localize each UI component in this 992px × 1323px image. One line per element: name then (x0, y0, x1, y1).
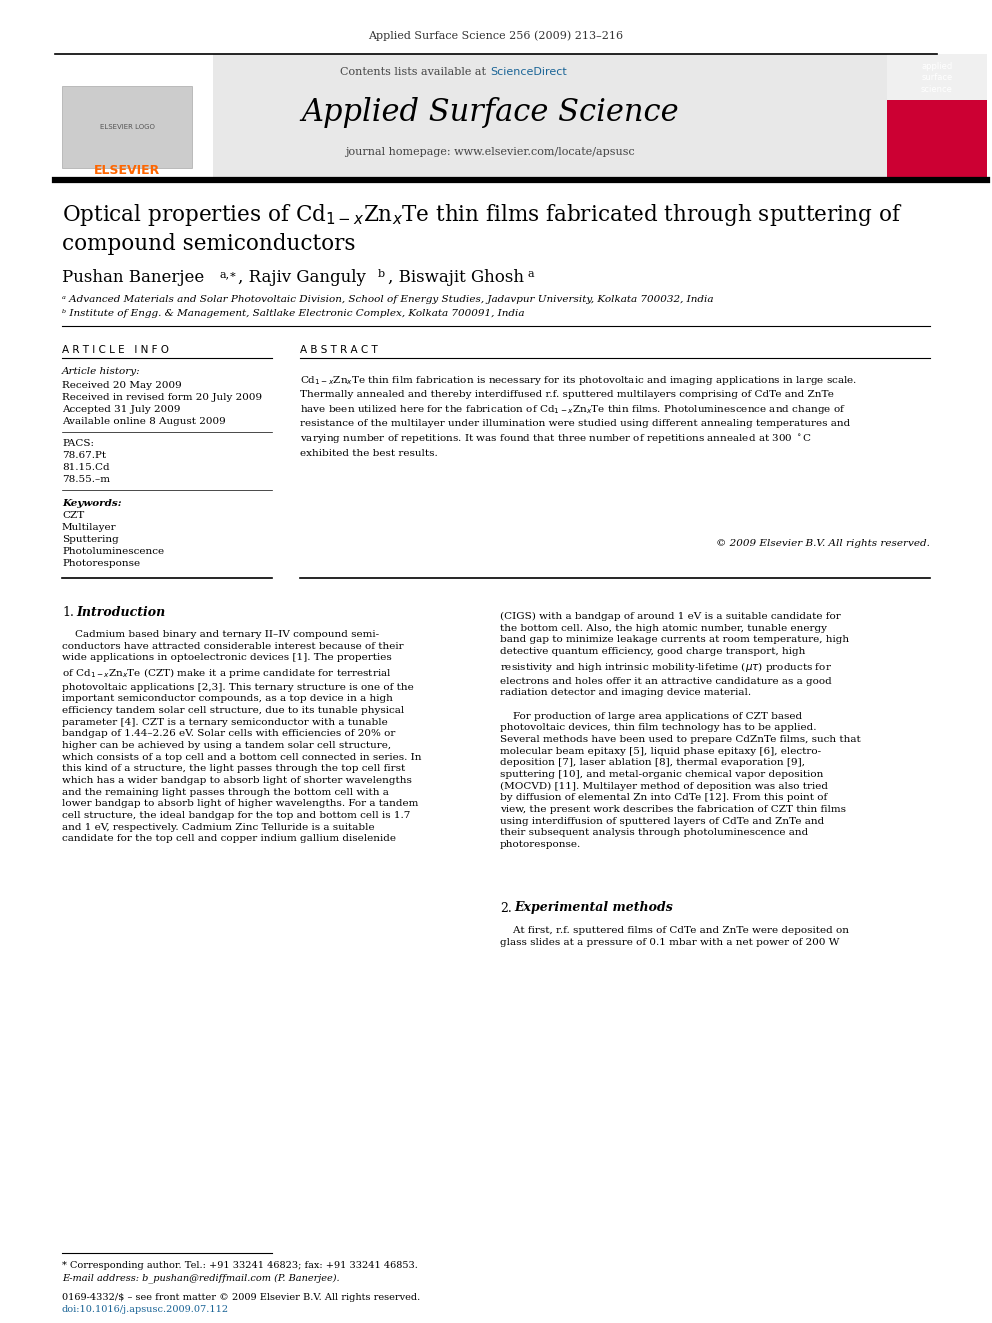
Text: ScienceDirect: ScienceDirect (490, 67, 566, 77)
Text: applied
surface
science: applied surface science (921, 62, 953, 94)
Text: (CIGS) with a bandgap of around 1 eV is a suitable candidate for
the bottom cell: (CIGS) with a bandgap of around 1 eV is … (500, 613, 861, 849)
Text: A B S T R A C T: A B S T R A C T (300, 345, 378, 355)
Text: ᵇ Institute of Engg. & Management, Saltlake Electronic Complex, Kolkata 700091, : ᵇ Institute of Engg. & Management, Saltl… (62, 310, 525, 319)
Text: Received 20 May 2009: Received 20 May 2009 (62, 381, 182, 390)
Text: , Rajiv Ganguly: , Rajiv Ganguly (238, 270, 366, 287)
Bar (887, 54, 987, 101)
Text: , Biswajit Ghosh: , Biswajit Ghosh (388, 270, 524, 287)
Text: 78.67.Pt: 78.67.Pt (62, 451, 106, 460)
Bar (887, 54, 987, 179)
Text: CZT: CZT (62, 512, 84, 520)
Bar (55, 54, 887, 179)
Text: 0169-4332/$ – see front matter © 2009 Elsevier B.V. All rights reserved.: 0169-4332/$ – see front matter © 2009 El… (62, 1294, 421, 1303)
Text: A R T I C L E   I N F O: A R T I C L E I N F O (62, 345, 169, 355)
Text: Photoresponse: Photoresponse (62, 560, 140, 569)
Text: Article history:: Article history: (62, 368, 141, 377)
Bar (55, 54, 213, 179)
Text: 1.: 1. (62, 606, 73, 618)
Text: At first, r.f. sputtered films of CdTe and ZnTe were deposited on
glass slides a: At first, r.f. sputtered films of CdTe a… (500, 926, 849, 947)
Text: © 2009 Elsevier B.V. All rights reserved.: © 2009 Elsevier B.V. All rights reserved… (716, 540, 930, 549)
Text: a: a (527, 269, 534, 279)
Text: journal homepage: www.elsevier.com/locate/apsusc: journal homepage: www.elsevier.com/locat… (345, 147, 635, 157)
Text: Keywords:: Keywords: (62, 499, 122, 508)
Text: ELSEVIER: ELSEVIER (94, 164, 160, 176)
Text: ELSEVIER LOGO: ELSEVIER LOGO (99, 124, 155, 130)
Text: PACS:: PACS: (62, 439, 94, 448)
Text: Received in revised form 20 July 2009: Received in revised form 20 July 2009 (62, 393, 262, 402)
Text: Applied Surface Science: Applied Surface Science (302, 97, 679, 127)
Bar (62, 86, 192, 168)
Text: Accepted 31 July 2009: Accepted 31 July 2009 (62, 406, 181, 414)
Text: Applied Surface Science 256 (2009) 213–216: Applied Surface Science 256 (2009) 213–2… (368, 30, 624, 41)
Text: E-mail address: b_pushan@rediffmail.com (P. Banerjee).: E-mail address: b_pushan@rediffmail.com … (62, 1273, 339, 1283)
Text: Sputtering: Sputtering (62, 536, 119, 545)
Text: Contents lists available at: Contents lists available at (340, 67, 490, 77)
Text: doi:10.1016/j.apsusc.2009.07.112: doi:10.1016/j.apsusc.2009.07.112 (62, 1306, 229, 1315)
Text: b: b (378, 269, 385, 279)
Text: Introduction: Introduction (76, 606, 166, 618)
Text: Available online 8 August 2009: Available online 8 August 2009 (62, 418, 226, 426)
Text: ᵃ Advanced Materials and Solar Photovoltaic Division, School of Energy Studies, : ᵃ Advanced Materials and Solar Photovolt… (62, 295, 713, 304)
Text: Cd$_{1-x}$Zn$_x$Te thin film fabrication is necessary for its photovoltaic and i: Cd$_{1-x}$Zn$_x$Te thin film fabrication… (300, 374, 857, 458)
Text: 81.15.Cd: 81.15.Cd (62, 463, 110, 472)
Text: compound semiconductors: compound semiconductors (62, 233, 355, 255)
Text: Multilayer: Multilayer (62, 524, 117, 532)
Text: 78.55.–m: 78.55.–m (62, 475, 110, 484)
Text: Photoluminescence: Photoluminescence (62, 548, 164, 557)
Text: * Corresponding author. Tel.: +91 33241 46823; fax: +91 33241 46853.: * Corresponding author. Tel.: +91 33241 … (62, 1261, 418, 1270)
Text: Optical properties of Cd$_{1-x}$Zn$_x$Te thin films fabricated through sputterin: Optical properties of Cd$_{1-x}$Zn$_x$Te… (62, 202, 903, 228)
Text: Cadmium based binary and ternary II–IV compound semi-
conductors have attracted : Cadmium based binary and ternary II–IV c… (62, 630, 422, 843)
Text: a,∗: a,∗ (220, 269, 238, 279)
Text: Pushan Banerjee: Pushan Banerjee (62, 270, 204, 287)
Text: Experimental methods: Experimental methods (514, 901, 673, 914)
Text: 2.: 2. (500, 901, 512, 914)
